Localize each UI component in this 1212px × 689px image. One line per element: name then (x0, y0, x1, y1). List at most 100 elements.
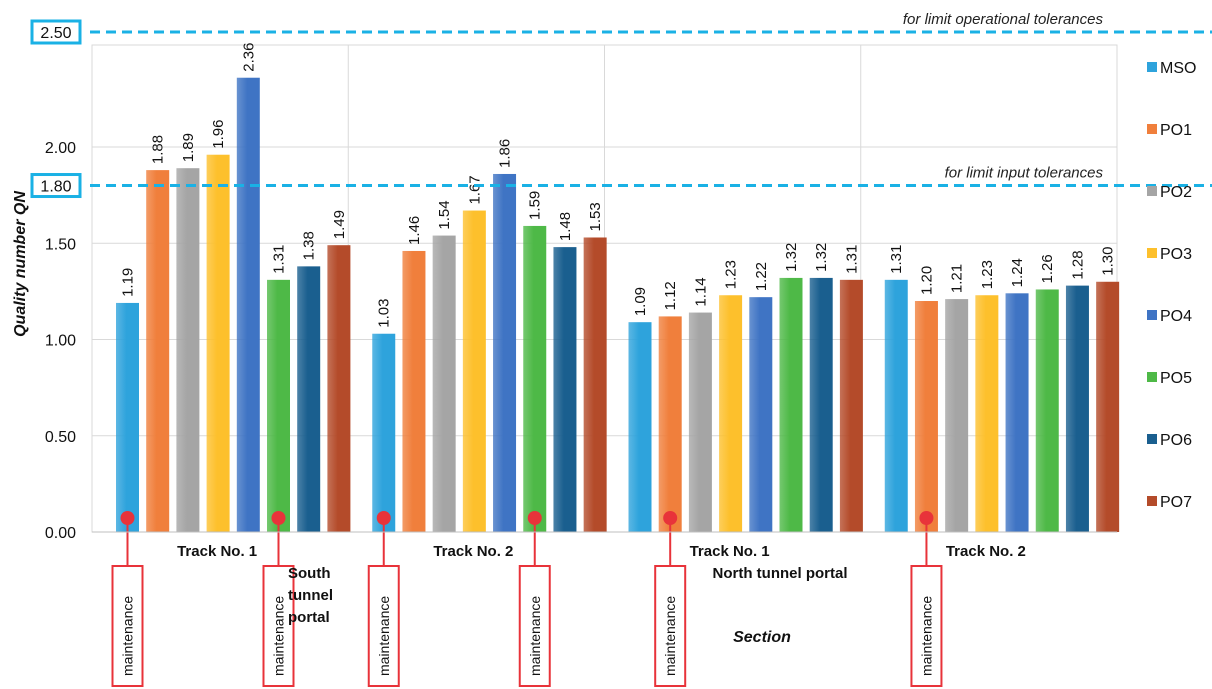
bar-mso-3 (884, 279, 908, 532)
bar-po7-1 (583, 237, 607, 532)
legend-label-po3: PO3 (1160, 246, 1192, 263)
bar-po1-2 (658, 316, 682, 532)
maintenance-box (262, 565, 295, 687)
bar-value-label: 1.59 (527, 191, 544, 220)
bar-value-label: 1.30 (1100, 247, 1117, 276)
bar-po2-0 (176, 168, 200, 533)
maintenance-dot (919, 511, 934, 525)
section-label-south: portal (288, 609, 330, 626)
maintenance-markers: maintenance maintenance maintenance mainten… (111, 511, 943, 687)
legend-label-po5: PO5 (1160, 370, 1192, 387)
legend-swatch-po4 (1147, 310, 1157, 320)
bar-value-label: 1.19 (120, 268, 137, 297)
bar-mso-0 (116, 302, 139, 532)
bar-value-label: 1.32 (783, 243, 800, 272)
bar-po4-3 (1005, 293, 1029, 532)
y-tick-label: 1.50 (45, 236, 76, 253)
bar-value-label: 1.49 (331, 210, 348, 239)
bar-po2-3 (945, 299, 969, 532)
maintenance-label: maintenance (120, 596, 136, 676)
bar-value-label: 1.89 (180, 133, 197, 162)
bar-po6-2 (809, 277, 833, 532)
maintenance-label: maintenance (376, 596, 392, 676)
bar-value-label: 1.23 (723, 260, 740, 289)
bar-value-label: 1.54 (436, 200, 453, 229)
bar-value-label: 1.14 (692, 277, 709, 306)
bar-value-label: 1.48 (557, 212, 574, 241)
y-tick-label: 1.00 (45, 333, 76, 350)
maintenance-box (518, 565, 551, 687)
legend: MSO PO1 PO2 PO3 PO4 PO5 PO6 PO7 (1147, 60, 1196, 511)
legend-swatch-po6 (1147, 434, 1157, 444)
bar-po4-0 (236, 77, 260, 532)
bar-po4-2 (749, 297, 773, 532)
x-axis-label: Section (733, 629, 791, 646)
legend-label-mso: MSO (1160, 60, 1196, 77)
legend-label-po1: PO1 (1160, 122, 1192, 139)
bar-po5-3 (1035, 289, 1059, 532)
bar-po6-3 (1065, 285, 1089, 532)
category-label: Track No. 2 (946, 543, 1026, 560)
maintenance-label: maintenance (271, 596, 287, 676)
y-tick-label: 2.00 (45, 140, 76, 157)
section-label-south: South (288, 565, 331, 582)
limit-value-box (30, 173, 82, 199)
maintenance-box (910, 565, 943, 687)
limit-description: for limit operational tolerances (903, 11, 1104, 28)
bar-value-label: 1.09 (632, 287, 649, 316)
legend-swatch-po1 (1147, 124, 1157, 134)
bars: 1.19 1.03 1.09 1.31 1.88 1.46 1.12 1.20 1.89 1.54… (116, 43, 1120, 533)
bar-po7-3 (1096, 281, 1120, 532)
y-axis-label: Quality number QN (12, 191, 29, 337)
bar-po4-1 (493, 173, 517, 532)
maintenance-dot (663, 511, 678, 525)
bar-po6-1 (553, 247, 577, 532)
maintenance-dot (376, 511, 391, 525)
bar-value-label: 1.86 (497, 139, 514, 168)
bar-mso-1 (372, 333, 396, 532)
bar-po1-3 (914, 301, 938, 532)
bar-value-label: 1.46 (406, 216, 423, 245)
legend-swatch-po2 (1147, 186, 1157, 196)
maintenance-dot (271, 511, 286, 525)
axes: 0.00 0.50 1.00 1.50 2.00 Track No. 1 Track No.… (45, 140, 1117, 626)
bar-po5-1 (523, 225, 547, 532)
bar-value-label: 1.26 (1039, 254, 1056, 283)
bar-value-label: 1.21 (949, 264, 966, 293)
bar-value-label: 1.20 (918, 266, 935, 295)
bar-po5-0 (267, 279, 290, 532)
limit-value-label: 1.80 (40, 179, 71, 196)
category-label: Track No. 1 (177, 543, 257, 560)
maintenance-box (654, 565, 687, 687)
bar-value-label: 1.88 (150, 135, 167, 164)
bar-po2-1 (432, 235, 456, 532)
reference-lines: 2.50 for limit operational tolerances 1.80… (30, 11, 1212, 199)
bar-value-label: 1.31 (888, 245, 905, 274)
limit-description: for limit input tolerances (945, 165, 1104, 182)
category-label: Track No. 1 (690, 543, 770, 560)
maintenance-dot (120, 511, 135, 525)
bar-po1-1 (402, 250, 426, 533)
bar-po3-0 (206, 154, 230, 532)
bar-po5-2 (779, 277, 803, 532)
bar-mso-2 (628, 322, 652, 532)
bar-value-label: 1.12 (662, 281, 679, 310)
bar-value-label: 1.38 (301, 231, 318, 260)
maintenance-label: maintenance (918, 596, 934, 676)
legend-label-po7: PO7 (1160, 494, 1192, 511)
legend-label-po2: PO2 (1160, 184, 1192, 201)
section-label-south: tunnel (288, 587, 333, 604)
bar-po3-2 (719, 295, 743, 532)
bar-value-label: 1.53 (587, 202, 604, 231)
bar-value-label: 1.31 (843, 245, 860, 274)
limit-value-label: 2.50 (40, 25, 71, 42)
bar-value-label: 1.23 (979, 260, 996, 289)
y-tick-label: 0.50 (45, 429, 76, 446)
bar-po2-2 (688, 312, 712, 532)
category-label: Track No. 2 (433, 543, 513, 560)
maintenance-label: maintenance (662, 596, 678, 676)
bar-value-label: 2.36 (240, 43, 257, 72)
maintenance-box (111, 565, 144, 687)
bar-po3-1 (462, 210, 486, 532)
